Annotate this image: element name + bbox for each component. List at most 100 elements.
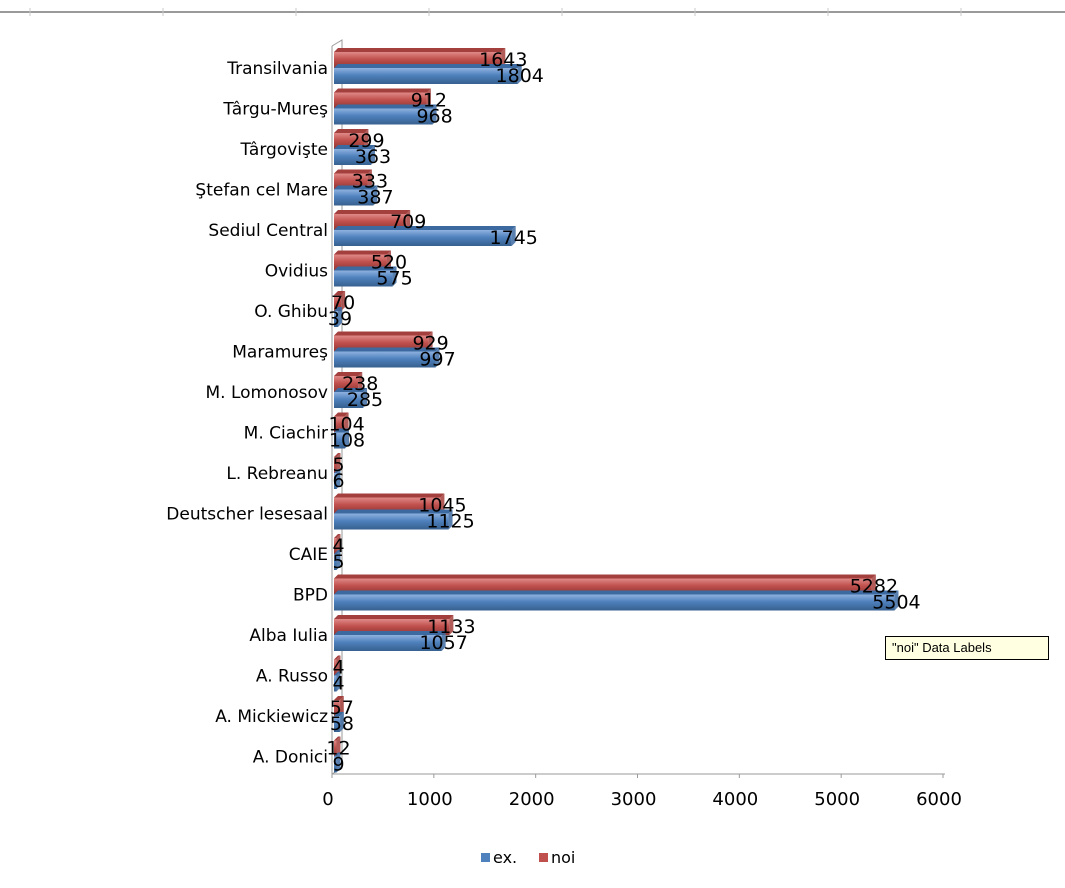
bar-noi-face [334,416,345,433]
bar-ex-face [334,311,338,327]
bar-ex-top [334,104,437,109]
bar-ex [334,185,378,206]
bar-ex-side [337,307,342,327]
category-label: Maramureş [232,343,328,363]
data-label-noi: 70 [331,292,355,314]
bar-ex-face [334,189,374,206]
data-label-noi: 4 [332,535,344,557]
bar-noi-side [344,412,349,433]
category-label: BPD [293,586,328,606]
bar-ex-top [334,671,341,676]
bar-noi-top [334,129,369,133]
bar-noi-top [334,372,363,376]
bar-noi-top [334,48,506,52]
data-label-ex: 387 [357,187,393,209]
bar-noi-side [501,48,506,68]
category-label: Sediul Central [208,221,328,241]
bar-ex-side [894,590,899,611]
bar-ex-top [334,752,341,757]
bar-noi-top [334,615,454,619]
bar-noi-side [336,534,341,554]
bar-ex-face [334,432,345,449]
bar-noi-top [334,493,445,498]
bar-ex [334,64,522,84]
bar-ex-top [334,550,341,554]
bar-noi-side [336,736,341,757]
bar-ex-face [334,554,337,570]
bar-noi-side [406,210,411,230]
bar-noi [334,655,341,676]
bar-ex-face [334,108,433,125]
bar-ex-side [373,185,378,206]
bar-noi-side [336,453,341,473]
bar-noi [334,412,349,433]
bar-noi-side [341,291,346,311]
bar-noi [334,736,341,757]
data-label-ex: 285 [347,389,383,411]
bar-ex-top [334,388,368,392]
bar-ex [334,550,341,570]
bar-ex-side [336,671,341,692]
bar-noi-face [334,457,337,473]
bar-noi-top [334,534,341,538]
bar-ex-face [334,594,895,611]
bar-noi-top [334,655,341,660]
bar-ex-top [334,307,342,311]
x-tick-label: 2000 [509,789,555,810]
bar-noi-top [334,88,431,93]
data-label-ex: 5 [332,551,344,573]
legend-label: ex. [493,848,517,867]
category-label: Transilvania [226,59,328,79]
bar-ex-top [334,226,516,230]
bar-ex-top [334,469,341,473]
bar-noi-top [334,412,349,417]
bar-noi-top [334,169,372,174]
x-tick-label: 4000 [712,789,758,810]
bar-noi-top [334,696,344,700]
legend-swatch [481,853,490,862]
data-label-noi: 912 [411,90,447,112]
bar-ex [334,712,344,732]
bar-noi-side [367,169,372,190]
bar-ex-side [392,266,397,287]
data-label-ex: 575 [376,268,412,290]
bar-ex-top [334,347,440,352]
bar-noi-side [364,129,369,149]
data-label-ex: 1804 [496,65,544,87]
bar-ex-side [441,631,446,651]
category-label: Târgovişte [240,140,328,160]
bar-ex-top [334,428,349,433]
category-label: A. Russo [256,667,328,687]
bar-ex [334,752,341,773]
bar-ex-face [334,513,449,530]
data-labels-tooltip: "noi" Data Labels [885,636,1049,660]
bar-ex-top [334,145,375,149]
bar-noi-top [334,736,341,741]
data-label-ex: 58 [330,713,354,735]
bar-noi-side [871,574,876,595]
data-label-noi: 1133 [427,616,475,638]
data-label-noi: 929 [412,333,448,355]
bar-ex [334,347,440,368]
data-label-ex: 6 [332,470,344,492]
bar-ex-side [344,428,349,449]
bar-ex-side [336,752,341,773]
data-label-noi: 5282 [850,576,898,598]
bar-ex-side [370,145,375,165]
bar-noi [334,696,344,716]
bar-noi-side [449,615,454,635]
x-tick-label: 0 [322,789,333,810]
bar-ex-side [517,64,522,84]
bar-noi-top [334,574,876,579]
category-label: M. Ciachir [244,424,328,444]
bar-ex [334,631,446,651]
data-label-noi: 520 [371,252,407,274]
data-label-noi: 299 [348,130,384,152]
bar-noi-face [334,538,337,554]
bar-ex-side [448,509,453,530]
data-label-ex: 4 [332,673,344,695]
bar-ex [334,469,341,489]
bar-ex [334,428,349,449]
bar-ex [334,104,437,125]
